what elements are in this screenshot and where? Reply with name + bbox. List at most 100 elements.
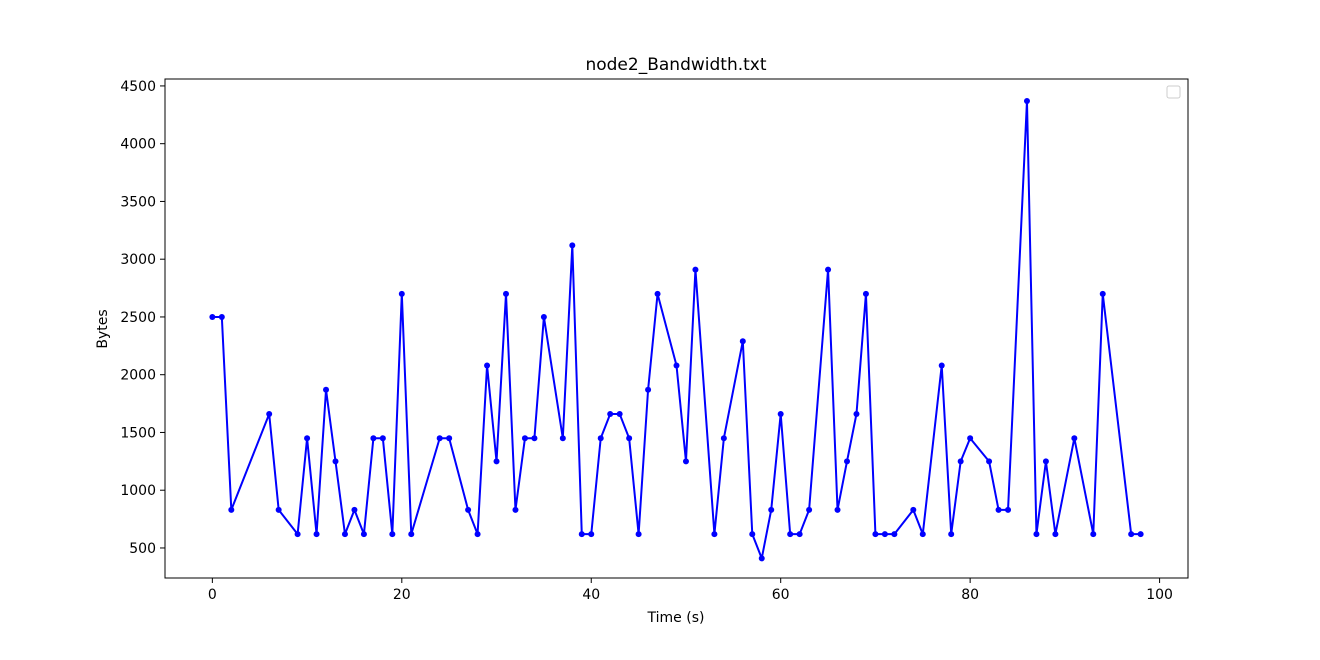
data-point [739, 338, 746, 345]
data-point [1071, 435, 1078, 442]
data-point [228, 506, 235, 513]
data-point [796, 531, 803, 538]
data-point [1052, 531, 1059, 538]
data-point [313, 531, 320, 538]
data-point [323, 386, 330, 393]
data-point [474, 531, 481, 538]
data-point [635, 531, 642, 538]
y-tick-label: 4500 [120, 79, 156, 95]
data-point [218, 313, 225, 320]
data-point [446, 435, 453, 442]
data-point [862, 290, 869, 297]
data-point [588, 531, 595, 538]
axes-frame [164, 78, 1189, 579]
y-tick-label: 3500 [120, 194, 156, 210]
data-point [1090, 531, 1097, 538]
data-point [266, 410, 273, 417]
x-tick-label: 80 [961, 587, 979, 603]
data-point [332, 458, 339, 465]
data-point [967, 435, 974, 442]
x-tick-label: 0 [208, 587, 217, 603]
data-point [398, 290, 405, 297]
data-point [654, 290, 661, 297]
data-point [872, 531, 879, 538]
data-point [645, 386, 652, 393]
data-point [275, 506, 282, 513]
data-point [834, 506, 841, 513]
x-tick-label: 100 [1146, 587, 1173, 603]
data-point [209, 313, 216, 320]
chart-title: node2_Bandwidth.txt [585, 55, 766, 75]
data-point [370, 435, 377, 442]
data-point [616, 410, 623, 417]
data-point [910, 506, 917, 513]
data-point [720, 435, 727, 442]
data-point [806, 506, 813, 513]
data-point [1005, 506, 1012, 513]
data-point [995, 506, 1002, 513]
data-point [578, 531, 585, 538]
data-point [341, 531, 348, 538]
data-point [825, 266, 832, 273]
data-point [1042, 458, 1049, 465]
data-point [938, 362, 945, 369]
data-point [389, 531, 396, 538]
data-point [436, 435, 443, 442]
plot-area [164, 78, 1189, 579]
data-point [521, 435, 528, 442]
x-tick-label: 20 [393, 587, 411, 603]
y-tick-label: 4000 [120, 137, 156, 153]
y-tick-label: 2500 [120, 310, 156, 326]
data-point [408, 531, 415, 538]
y-axis-label: Bytes [95, 309, 111, 348]
data-point [749, 531, 756, 538]
y-tick-label: 500 [129, 541, 156, 557]
x-axis-ticks: 0 20 40 60 80 100 [208, 578, 1173, 603]
x-tick-label: 60 [772, 587, 790, 603]
data-point [881, 531, 888, 538]
data-point [493, 458, 500, 465]
data-point [948, 531, 955, 538]
data-point [597, 435, 604, 442]
data-point [465, 506, 472, 513]
series-group [209, 97, 1144, 562]
data-point [484, 362, 491, 369]
y-tick-label: 3000 [120, 252, 156, 268]
data-point [294, 531, 301, 538]
data-point [1033, 531, 1040, 538]
data-point [351, 506, 358, 513]
data-point [360, 531, 367, 538]
data-point [768, 506, 775, 513]
data-point [891, 531, 898, 538]
x-axis-label: Time (s) [647, 610, 705, 626]
data-point [503, 290, 509, 297]
data-point [540, 313, 547, 320]
y-tick-label: 1500 [120, 425, 156, 441]
data-point [853, 410, 860, 417]
data-point [673, 362, 680, 369]
data-point [682, 458, 689, 465]
data-point [607, 410, 614, 417]
data-point [1099, 290, 1106, 297]
data-point [919, 531, 926, 538]
y-axis-ticks: 500 1000 1500 2000 2500 3000 3500 4000 4500 [120, 79, 165, 557]
y-tick-label: 2000 [120, 368, 156, 384]
data-point [692, 266, 699, 273]
data-point [844, 458, 850, 465]
data-point [787, 531, 794, 538]
data-point [957, 458, 964, 465]
data-point [777, 410, 784, 417]
data-point [559, 435, 566, 442]
data-point [531, 435, 538, 442]
data-point [711, 531, 718, 538]
legend-box [1166, 85, 1181, 99]
data-point [1128, 531, 1135, 538]
data-point [986, 458, 993, 465]
data-point [304, 435, 311, 442]
data-point [379, 435, 386, 442]
data-point [626, 435, 633, 442]
data-point [569, 242, 576, 249]
data-point [1023, 97, 1030, 104]
y-tick-label: 1000 [120, 483, 156, 499]
